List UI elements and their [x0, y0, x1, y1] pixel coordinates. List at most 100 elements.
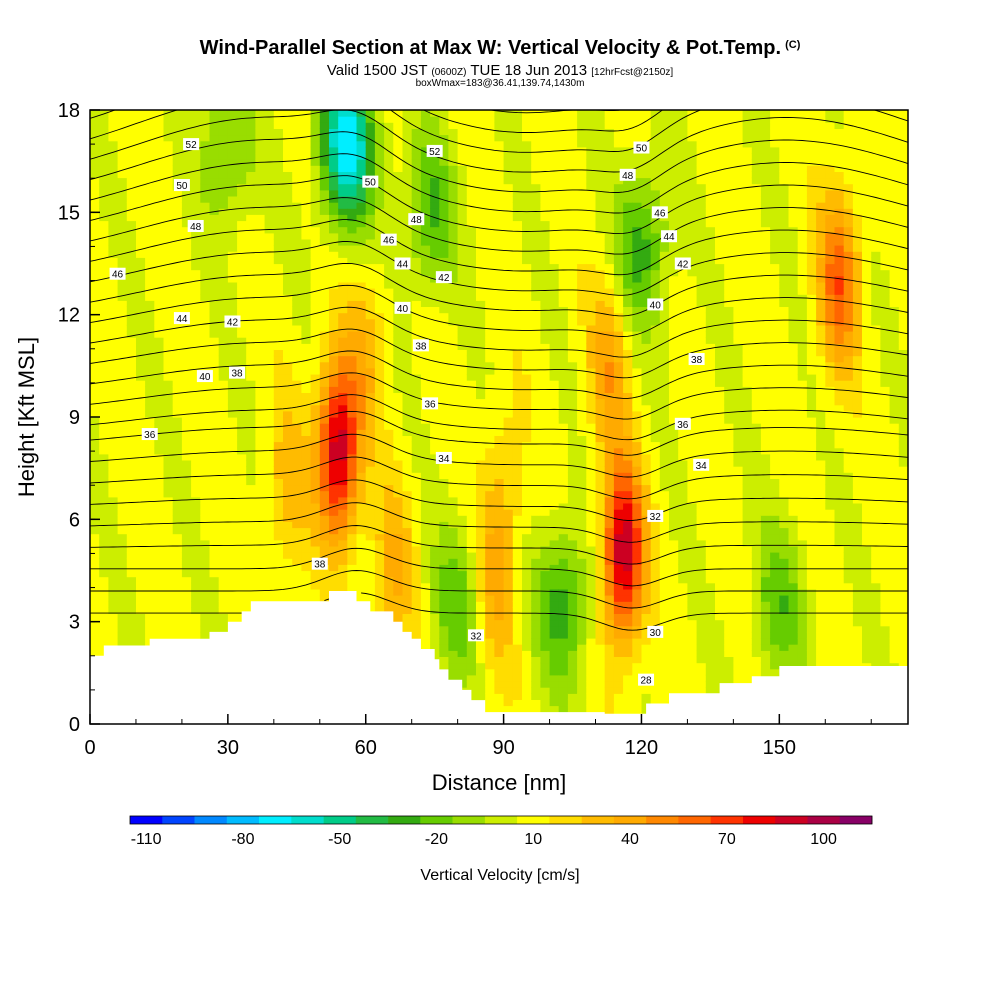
field-cell [531, 257, 541, 265]
field-cell [531, 300, 541, 307]
field-cell [181, 251, 192, 258]
field-cell [356, 153, 367, 160]
field-cell [374, 386, 385, 393]
field-cell [145, 441, 155, 449]
field-cell [485, 269, 495, 277]
field-cell [503, 374, 514, 381]
field-cell [420, 171, 431, 179]
field-cell [310, 533, 321, 541]
field-cell [126, 374, 137, 381]
field-cell [329, 367, 339, 375]
field-cell [163, 582, 174, 590]
field-cell [457, 490, 468, 498]
field-cell [273, 392, 284, 400]
field-cell [476, 159, 486, 166]
field-cell [448, 521, 459, 529]
field-cell [191, 527, 201, 535]
field-cell [200, 533, 211, 541]
field-cell [338, 232, 348, 240]
field-cell [99, 128, 109, 136]
field-cell [200, 134, 211, 142]
field-cell [209, 183, 220, 191]
field-cell [411, 478, 422, 486]
field-cell [485, 582, 495, 590]
field-cell [503, 429, 514, 436]
field-cell [117, 638, 128, 645]
field-cell [457, 588, 468, 596]
field-cell [347, 460, 358, 467]
field-cell [393, 404, 404, 412]
field-cell [108, 220, 119, 228]
field-cell [420, 165, 431, 172]
field-cell [531, 423, 541, 430]
field-cell [476, 613, 486, 621]
field-cell [329, 515, 339, 522]
field-cell [200, 214, 211, 222]
field-cell [283, 527, 293, 535]
field-cell [99, 386, 109, 393]
field-cell [246, 429, 256, 436]
field-cell [356, 220, 367, 228]
field-cell [439, 410, 450, 418]
field-cell [246, 410, 256, 418]
field-cell [319, 478, 330, 486]
field-cell [310, 245, 321, 252]
field-cell [411, 558, 422, 565]
field-cell [283, 263, 293, 271]
field-cell [209, 263, 220, 271]
field-cell [365, 349, 376, 357]
field-cell [365, 447, 376, 455]
field-cell [237, 312, 247, 320]
field-cell [301, 349, 312, 357]
field-cell [310, 122, 321, 129]
field-cell [439, 355, 450, 363]
field-cell [237, 521, 247, 529]
field-cell [200, 324, 211, 332]
field-cell [430, 128, 440, 136]
field-cell [246, 453, 256, 461]
field-cell [200, 128, 211, 136]
field-cell [476, 153, 486, 160]
field-cell [246, 380, 256, 387]
field-cell [494, 619, 505, 627]
field-cell [485, 478, 495, 486]
field-cell [218, 453, 229, 461]
field-cell [126, 318, 137, 326]
field-cell [283, 153, 293, 160]
field-cell [365, 552, 376, 559]
field-cell [145, 275, 155, 283]
field-cell [384, 177, 394, 185]
field-cell [329, 220, 339, 228]
field-cell [512, 374, 523, 381]
field-cell [531, 263, 541, 271]
field-cell [448, 183, 459, 191]
field-cell [420, 281, 431, 289]
field-cell [246, 146, 256, 154]
field-cell [430, 318, 440, 326]
field-cell [503, 122, 514, 129]
field-cell [476, 656, 486, 664]
field-cell [237, 263, 247, 271]
field-cell [273, 306, 284, 314]
field-cell [246, 367, 256, 375]
field-cell [531, 306, 541, 314]
field-cell [181, 116, 192, 123]
field-cell [264, 595, 275, 602]
field-cell [117, 288, 128, 295]
field-cell [402, 269, 413, 277]
field-cell [448, 496, 459, 504]
field-cell [255, 527, 266, 535]
field-cell [99, 619, 109, 627]
field-cell [218, 496, 229, 504]
field-cell [347, 582, 358, 590]
field-cell [430, 257, 440, 265]
field-cell [273, 410, 284, 418]
field-cell [209, 595, 220, 602]
field-cell [264, 539, 275, 547]
field-cell [356, 570, 367, 578]
field-cell [108, 638, 119, 645]
field-cell [494, 398, 505, 406]
field-cell [338, 116, 348, 123]
field-cell [117, 558, 128, 565]
field-cell [301, 453, 312, 461]
